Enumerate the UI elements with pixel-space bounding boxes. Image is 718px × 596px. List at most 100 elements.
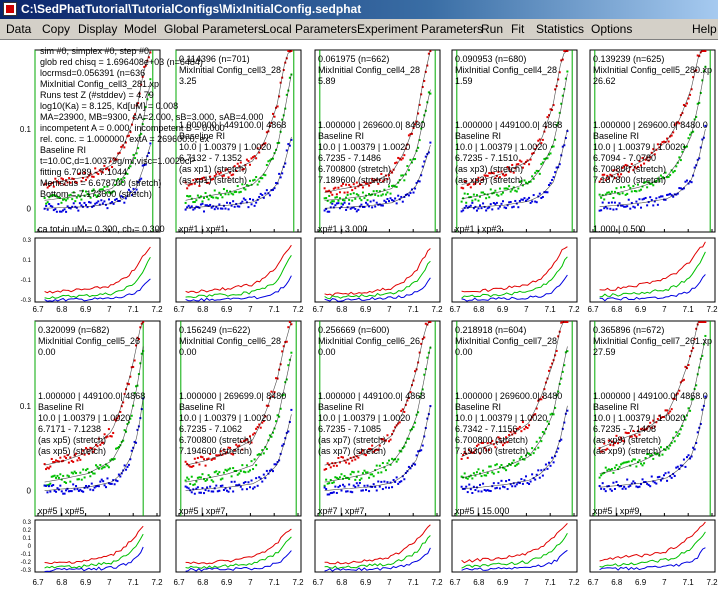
- menu-display[interactable]: Display: [78, 22, 118, 36]
- panel-cell3_2-point-blue: [279, 176, 282, 179]
- panel-cell4-point-red: [427, 52, 430, 55]
- panel-cell7-x-tick-label: 6.9: [497, 578, 509, 587]
- panel-cell5-point-blue: [672, 195, 675, 198]
- menu-help[interactable]: Help: [692, 22, 717, 36]
- menu-statistics[interactable]: Statistics: [536, 22, 585, 36]
- menu-copy[interactable]: Copy: [42, 22, 71, 36]
- panel-cell3_2-point-red: [229, 171, 232, 174]
- panel-cell7-point-red: [529, 418, 532, 421]
- panel-cell6_2-point-blue: [342, 483, 345, 486]
- panel-cell3-point-red: [135, 104, 138, 107]
- menu-global-parameters[interactable]: Global Parameters: [164, 22, 265, 36]
- panel-cell6_2-point-blue: [349, 490, 352, 493]
- panel-cell4-point-green: [368, 192, 371, 195]
- panel-cell5_2-point-green: [136, 384, 139, 387]
- panel-cell6_2-info-line: 0.256669 (n=600): [318, 325, 389, 335]
- panel-cell4_2-point-green: [555, 123, 558, 126]
- panel-cell4_2-point-green: [535, 169, 538, 172]
- panel-cell6_2-point-blue: [329, 492, 332, 495]
- panel-cell6-point-blue: [209, 485, 212, 488]
- panel-cell7-point-green: [549, 413, 552, 416]
- panel-cell4_2-point-blue: [482, 202, 485, 205]
- plots-canvas: 6.7 6.8 6.9 7 7.1 7.2ca tot in uM = 0.300, cb…: [20, 46, 718, 587]
- panel-cell3-point-blue: [132, 187, 135, 190]
- panel-cell7-point-blue: [480, 490, 483, 493]
- panel-cell7_2-point-blue: [643, 481, 646, 484]
- panel-cell4-point-blue: [355, 210, 358, 213]
- menu-experiment-parameters[interactable]: Experiment Parameters: [357, 22, 484, 36]
- panel-cell6-point-blue: [270, 468, 273, 471]
- panel-cell6-point-blue: [271, 470, 274, 473]
- panel-cell4-point-green: [389, 192, 392, 195]
- panel-cell7_2-point-blue: [675, 466, 678, 469]
- menu-fit[interactable]: Fit: [511, 22, 525, 36]
- panel-cell4_2-point-green: [502, 191, 505, 194]
- panel-cell4-point-blue: [429, 141, 432, 144]
- panel-cell4_2-point-green: [534, 171, 537, 174]
- panel-cell7-point-green: [543, 432, 546, 435]
- panel-cell6-point-blue: [245, 488, 248, 491]
- panel-cell4-point-red: [323, 187, 326, 190]
- panel-cell5_2-point-green: [57, 476, 60, 479]
- panel-cell5_2-point-red: [52, 461, 55, 464]
- panel-cell5-point-red: [685, 102, 688, 105]
- global-info-line: Baseline RI: [40, 145, 86, 155]
- panel-cell3-point-green: [71, 198, 74, 201]
- panel-cell5_2-point-red: [85, 447, 88, 450]
- panel-cell7_2-point-green: [681, 424, 684, 427]
- menu-data[interactable]: Data: [6, 22, 32, 36]
- panel-cell3-point-green: [80, 198, 83, 201]
- panel-cell4-point-red: [361, 186, 364, 189]
- panel-cell5-point-red: [626, 164, 629, 167]
- panel-cell3_2-point-red: [196, 178, 199, 181]
- panel-cell7_2-subtitle: xp#5 | xp#9: [593, 506, 639, 516]
- panel-cell6-point-blue: [273, 463, 276, 466]
- panel-cell6-point-red: [255, 427, 258, 430]
- panel-cell5-point-blue: [641, 198, 644, 201]
- panel-cell5-point-blue: [613, 201, 616, 204]
- menu-local-parameters[interactable]: Local Parameters: [263, 22, 358, 36]
- panel-cell3_2-point-red: [189, 183, 192, 186]
- panel-cell6-point-red: [235, 443, 238, 446]
- panel-cell7_2-point-blue: [644, 480, 647, 483]
- panel-cell7_2-point-red: [699, 321, 702, 323]
- panel-cell3-point-blue: [130, 194, 133, 197]
- panel-cell5-point-red: [693, 70, 696, 73]
- panel-cell3_2-point-green: [216, 197, 219, 200]
- panel-cell3_2-point-red: [210, 178, 213, 181]
- panel-cell7_2-point-green: [658, 454, 661, 457]
- panel-cell6_2-point-blue: [415, 454, 418, 457]
- panel-cell7-residual-trace-green: [461, 533, 568, 569]
- panel-cell5-point-blue: [633, 206, 636, 209]
- menu-options[interactable]: Options: [591, 22, 633, 36]
- global-info-line: MA=23900, MB=9300, sA=2.000, sB=3.000, s…: [40, 112, 263, 122]
- panel-cell6_2-point-red: [394, 426, 397, 429]
- panel-cell7_2-point-blue: [649, 485, 652, 488]
- panel-cell3-point-red: [115, 158, 118, 161]
- panel-cell6_2-point-blue: [407, 465, 410, 468]
- panel-cell5-point-green: [635, 190, 638, 193]
- panel-cell4_2-point-green: [541, 161, 544, 164]
- panel-cell3_2-point-red: [203, 176, 206, 179]
- panel-cell5_2-point-green: [129, 417, 132, 420]
- panel-cell7_2-point-green: [615, 464, 618, 467]
- panel-cell5-info-line: 6.7094 - 7.0780: [593, 153, 656, 163]
- panel-cell3_2-point-red: [236, 162, 239, 165]
- panel-cell4-point-blue: [381, 204, 384, 207]
- panel-cell6-residual-frame: [175, 519, 302, 573]
- panel-cell6-point-green: [195, 480, 198, 483]
- panel-cell3_2-point-red: [219, 171, 222, 174]
- panel-cell7_2-point-blue: [658, 475, 661, 478]
- panel-cell5_2-point-green: [67, 475, 70, 478]
- panel-cell5_2-point-blue: [52, 484, 55, 487]
- panel-cell7-point-green: [483, 474, 486, 477]
- panel-cell6-point-blue: [212, 490, 215, 493]
- panel-cell7-point-blue: [535, 473, 538, 476]
- panel-cell7_2-point-red: [670, 408, 673, 411]
- panel-cell7-point-green: [524, 454, 527, 457]
- menu-model[interactable]: Model: [124, 22, 157, 36]
- menu-run[interactable]: Run: [481, 22, 504, 36]
- panel-cell5-point-blue: [684, 180, 687, 183]
- panel-cell5-point-blue: [647, 201, 650, 204]
- panel-cell5-point-blue: [638, 198, 641, 201]
